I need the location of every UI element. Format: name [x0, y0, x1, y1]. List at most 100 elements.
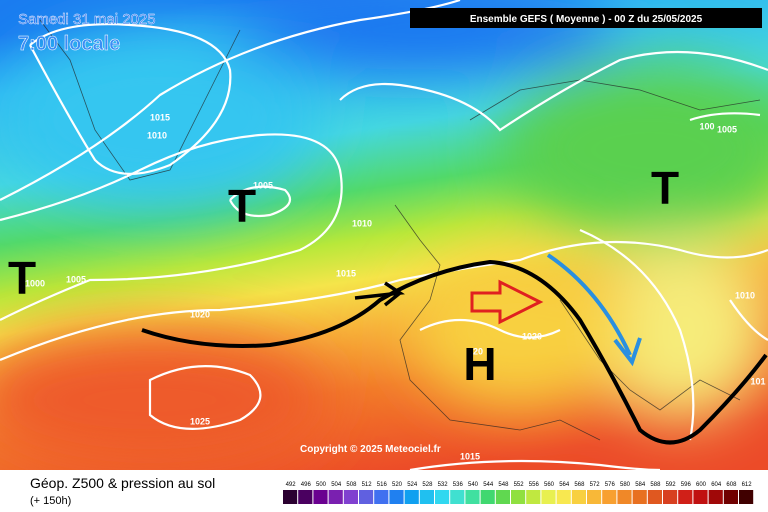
scale-swatch: [678, 490, 693, 504]
scale-swatch: [511, 490, 526, 504]
scale-label: 604: [711, 482, 722, 488]
isobar-label: 1015: [460, 451, 480, 461]
scale-label: 512: [362, 482, 373, 488]
scale-swatch: [465, 490, 480, 504]
scale-label: 588: [650, 482, 661, 488]
scale-swatch: [602, 490, 617, 504]
scale-swatch: [435, 490, 450, 504]
scale-label: 520: [392, 482, 403, 488]
scale-swatch: [693, 490, 708, 504]
pressure-center: T: [228, 180, 256, 232]
scale-swatch: [587, 490, 602, 504]
scale-label: 544: [483, 482, 494, 488]
scale-swatch: [404, 490, 419, 504]
scale-label: 556: [529, 482, 540, 488]
scale-label: 508: [346, 482, 357, 488]
cold-air-arrow: [546, 253, 642, 367]
isobars: [0, 0, 768, 470]
scale-swatch: [374, 490, 389, 504]
scale-swatch: [723, 490, 738, 504]
scale-label: 600: [696, 482, 707, 488]
pressure-center: T: [8, 252, 36, 304]
footer-title: Géop. Z500 & pression au sol: [30, 475, 215, 491]
scale-swatch: [632, 490, 647, 504]
pressure-center: T: [651, 162, 679, 214]
isobar-label: 1010: [735, 290, 755, 300]
isobar-label: 20: [473, 346, 483, 356]
scale-swatch: [389, 490, 404, 504]
scale-label: 528: [422, 482, 433, 488]
scale-swatch: [571, 490, 586, 504]
color-scale: 492 496 500 504 508 512 516 520 524 528 532 536 540 5…: [283, 482, 754, 504]
scale-swatch: [526, 490, 541, 504]
scale-label: 532: [438, 482, 449, 488]
jet-arrow: [354, 281, 405, 307]
scale-label: 516: [377, 482, 388, 488]
scale-label: 592: [666, 482, 677, 488]
isobar-label: 1010: [352, 218, 372, 228]
scale-label: 552: [514, 482, 525, 488]
scale-swatch: [359, 490, 374, 504]
pressure-center: H: [463, 338, 496, 390]
scale-label: 500: [316, 482, 327, 488]
scale-label: 560: [544, 482, 555, 488]
field-blobs: [0, 0, 768, 470]
scale-swatch: [313, 490, 328, 504]
scale-swatch: [663, 490, 678, 504]
scale-swatch: [450, 490, 465, 504]
copyright: Copyright © 2025 Meteociel.fr: [300, 444, 441, 455]
jet-stream: [141, 259, 768, 445]
isobar-label: 1015: [336, 268, 356, 278]
scale-label: 492: [286, 482, 297, 488]
scale-swatch: [328, 490, 343, 504]
isobar-label: 1005: [253, 180, 273, 190]
isobar-label: 1005: [66, 274, 86, 284]
scale-swatch: [541, 490, 556, 504]
scale-swatch: [419, 490, 434, 504]
scale-label: 496: [301, 482, 312, 488]
scale-swatch: [708, 490, 723, 504]
scale-label: 568: [574, 482, 585, 488]
time-label: 7:00 locale: [18, 33, 120, 55]
run-box: [410, 8, 762, 28]
scale-label: 596: [681, 482, 692, 488]
scale-label: 576: [605, 482, 616, 488]
isobar-label: 1025: [190, 416, 210, 426]
scale-swatch: [298, 490, 313, 504]
scale-swatch: [617, 490, 632, 504]
scale-swatch: [283, 490, 298, 504]
scale-swatch: [343, 490, 358, 504]
isobar-label: 1020: [522, 331, 542, 341]
warm-air-arrow: [470, 279, 544, 325]
scale-swatch: [556, 490, 571, 504]
isobar-label: 1000: [25, 278, 45, 288]
scale-label: 584: [635, 482, 646, 488]
isobar-label: 1020: [190, 309, 210, 319]
scale-label: 608: [726, 482, 737, 488]
isobar-label: 1010: [147, 130, 167, 140]
scale-label: 504: [331, 482, 342, 488]
isobar-label: 1005: [717, 124, 737, 134]
scale-swatch: [739, 490, 754, 504]
run-label: Ensemble GEFS ( Moyenne ) - 00 Z du 25/0…: [470, 14, 703, 25]
scale-swatch: [495, 490, 510, 504]
scale-swatch: [647, 490, 662, 504]
map-labels: 1015 1010 1005 1010 1005 1000 1020 1015 20 1020 10…: [8, 112, 766, 461]
scale-label: 580: [620, 482, 631, 488]
scale-label: 564: [559, 482, 570, 488]
scale-label: 548: [498, 482, 509, 488]
scale-label: 572: [590, 482, 601, 488]
isobar-label: 101: [750, 376, 765, 386]
scale-label: 524: [407, 482, 418, 488]
scale-label: 612: [742, 482, 753, 488]
scale-label: 536: [453, 482, 464, 488]
scale-swatch: [480, 490, 495, 504]
coastlines: [39, 19, 761, 441]
isobar-label: 100: [699, 121, 714, 131]
date-label: Samedi 31 mai 2025: [18, 11, 156, 28]
isobar-label: 1015: [150, 112, 170, 122]
scale-label: 540: [468, 482, 479, 488]
footer-lead: (+ 150h): [30, 495, 71, 507]
